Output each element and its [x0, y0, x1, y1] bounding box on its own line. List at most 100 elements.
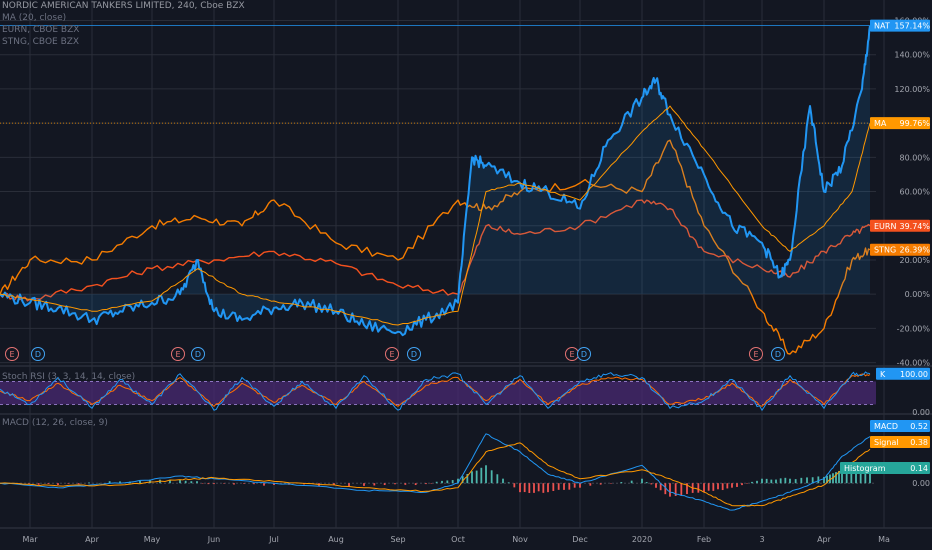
histogram-bar	[348, 483, 350, 487]
histogram-bar	[731, 483, 733, 488]
chart-grid	[0, 0, 932, 529]
histogram-bar	[726, 483, 729, 489]
stoch-k-tag-value: 100.00	[900, 370, 928, 379]
histogram-bar	[547, 483, 549, 493]
histogram-bar	[404, 483, 407, 485]
y-tick-label: 0.00	[912, 408, 930, 417]
x-tick-label: May	[144, 535, 161, 544]
ma-tag-label: MA	[874, 119, 887, 128]
histogram-bar	[610, 483, 612, 484]
earnings-marker	[385, 347, 399, 361]
histogram-bar	[496, 474, 499, 484]
histogram-bar	[817, 476, 820, 484]
ma-line	[0, 105, 871, 326]
histogram-bar	[466, 474, 469, 484]
histogram-tag-label: Histogram	[844, 464, 886, 473]
histogram-bar	[650, 483, 653, 485]
histogram-bar	[794, 479, 797, 484]
histogram-bar	[557, 483, 560, 490]
earnings-marker	[171, 347, 185, 361]
y-tick-label: 120.00%	[894, 85, 930, 94]
nat-tag	[870, 19, 930, 32]
histogram-bar	[523, 483, 526, 493]
histogram-bar	[196, 481, 198, 484]
x-tick-label: Jul	[268, 535, 279, 544]
legend-stng[interactable]: STNG, CBOE BZX	[2, 37, 80, 47]
signal-tag-label: Signal	[874, 438, 899, 447]
x-tick-label: Aug	[328, 535, 344, 544]
histogram-bar	[507, 482, 510, 484]
x-tick-label: Feb	[697, 535, 711, 544]
legend-symbol[interactable]: NORDIC AMERICAN TANKERS LIMITED, 240, Cb…	[2, 1, 245, 11]
y-tick-label: 0.00%	[905, 290, 931, 299]
histogram-bar	[746, 483, 748, 484]
y-tick-label: -20.00%	[897, 324, 931, 333]
histogram-bar	[435, 481, 438, 484]
dividend-marker	[577, 347, 591, 361]
histogram-bar	[77, 483, 80, 485]
legend-macd[interactable]: MACD (12, 26, close, 9)	[2, 418, 108, 428]
histogram-bar	[674, 483, 677, 496]
macd-pane[interactable]	[0, 433, 876, 511]
histogram-bar	[485, 465, 487, 484]
histogram-bar	[233, 483, 235, 485]
histogram-bar	[537, 483, 540, 492]
signal-tag	[870, 436, 930, 448]
nat-tag-label: NAT	[874, 22, 890, 31]
histogram-bar	[513, 483, 516, 488]
histogram-bar	[373, 483, 376, 486]
main-price-pane[interactable]	[0, 25, 871, 355]
histogram-bar	[263, 483, 265, 486]
dividend-marker	[771, 347, 785, 361]
stoch-k-line	[0, 371, 871, 412]
histogram-bar	[589, 483, 592, 486]
macd-line	[0, 433, 871, 511]
time-axis[interactable]: Mar Apr May Jun Jul Aug Sep Oct Nov Dec 2020 Feb 3 Ap…	[22, 535, 890, 544]
histogram-bar	[502, 478, 504, 484]
price-axis[interactable]: -40.00%-20.00%0.00%20.00%40.00%60.00%80.…	[840, 17, 930, 489]
histogram-bar	[835, 472, 837, 484]
histogram-bar	[471, 471, 473, 484]
histogram-bar	[207, 483, 210, 485]
histogram-bar	[641, 478, 643, 484]
histogram-bar	[779, 478, 782, 484]
histogram-bar	[490, 470, 493, 484]
histogram-bar	[686, 483, 688, 495]
stng-tag	[870, 243, 930, 256]
histogram-bar	[333, 483, 335, 486]
legend-ma[interactable]: MA (20, close)	[2, 13, 67, 23]
histogram-bar	[519, 483, 521, 493]
histogram-bar	[108, 481, 111, 484]
earnings-marker-label: E	[175, 350, 180, 359]
histogram-bar	[717, 483, 719, 490]
stng-tag-label: STNG	[874, 246, 896, 255]
dividend-marker-label: D	[195, 350, 201, 359]
dividend-marker	[191, 347, 205, 361]
histogram-bar	[741, 483, 743, 486]
stoch-rsi-pane[interactable]	[0, 371, 876, 412]
histogram-bar	[119, 481, 121, 484]
x-tick-label: Jun	[207, 535, 221, 544]
earnings-marker-label: E	[569, 350, 574, 359]
histogram-bar	[664, 483, 667, 495]
histogram-bar	[28, 483, 30, 484]
macd-tag-value: 0.52	[910, 422, 928, 431]
histogram-bar	[414, 483, 417, 486]
histogram-bar	[363, 483, 365, 486]
histogram-bar	[573, 483, 576, 488]
dividend-marker	[407, 347, 421, 361]
histogram-bar	[184, 480, 187, 484]
histogram-bar	[859, 471, 862, 484]
histogram-tag	[840, 462, 930, 474]
histogram-bar	[659, 483, 662, 491]
stoch-band	[0, 381, 876, 405]
histogram-bar	[383, 483, 386, 486]
earnings-marker	[749, 347, 763, 361]
legend-eurn[interactable]: EURN, CBOE BZX	[2, 25, 80, 35]
histogram-bar	[669, 483, 671, 497]
y-tick-label: 80.00%	[899, 153, 930, 162]
histogram-bar	[823, 476, 825, 484]
histogram-bar	[568, 483, 571, 490]
legend-stoch-rsi[interactable]: Stoch RSI (3, 3, 14, 14, close)	[2, 372, 136, 382]
